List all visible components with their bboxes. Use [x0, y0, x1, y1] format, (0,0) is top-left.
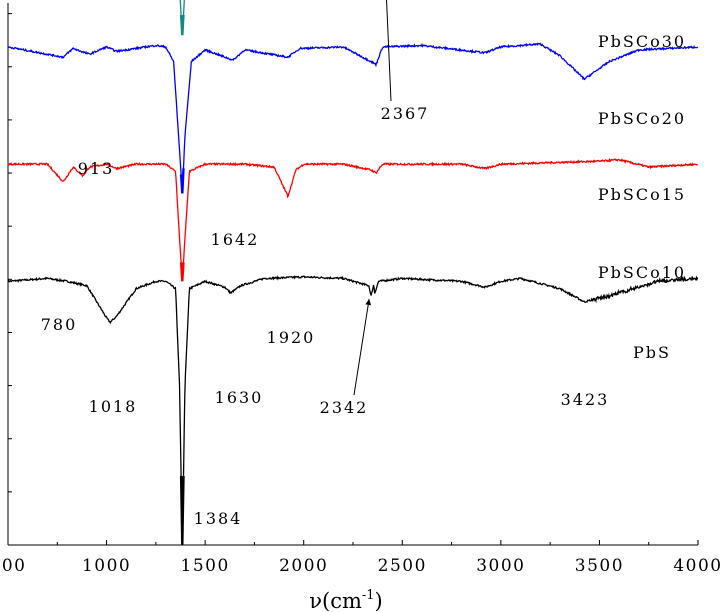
x-tick-label: 2500 — [378, 556, 427, 576]
x-tick-label: 3500 — [575, 556, 624, 576]
series-label-pbsco30: PbSCo30 — [598, 32, 686, 51]
series-layer — [7, 0, 699, 546]
series-label-pbsco15: PbSCo15 — [598, 185, 686, 204]
peak-label-913: 913 — [78, 159, 115, 178]
x-tick-label: 1500 — [181, 556, 230, 576]
x-tick-label: 1000 — [82, 556, 131, 576]
series-line-pbs — [7, 275, 699, 534]
x-axis-label-sup: -1 — [362, 588, 375, 603]
peak-label-780: 780 — [41, 315, 78, 334]
peak-label-1384: 1384 — [194, 509, 243, 528]
x-tick-label: 4000 — [673, 556, 722, 576]
peak-label-1920: 1920 — [267, 328, 316, 347]
series-label-pbsco10: PbSCo10 — [598, 263, 686, 282]
series-peak-pbsco20 — [179, 15, 185, 36]
x-axis-label-main: ν(cm — [309, 589, 362, 612]
peak-label-2367: 2367 — [381, 104, 430, 123]
series-label-pbsco20: PbSCo20 — [598, 109, 686, 128]
peak-label-3423: 3423 — [561, 390, 610, 409]
peak-arrow-2367 — [386, 0, 392, 102]
x-tick-label: 3000 — [476, 556, 525, 576]
x-axis-label: ν(cm-1) — [309, 588, 383, 612]
peak-label-1018: 1018 — [89, 397, 138, 416]
x-axis-label-close: ) — [375, 589, 383, 612]
label-layer: PbS PbSCo10 PbSCo15 PbSCo20 PbSCo30 1018 1630 2… — [41, 0, 686, 528]
x-tick-label: 2000 — [279, 556, 328, 576]
series-label-pbs: PbS — [633, 343, 671, 362]
peak-label-2342: 2342 — [320, 398, 369, 417]
x-tick-label: 500 — [0, 556, 26, 576]
peak-label-1630: 1630 — [215, 388, 264, 407]
peak-label-1642: 1642 — [211, 230, 260, 249]
series-line-pbsco15 — [7, 42, 699, 190]
series-peak-pbsco15 — [179, 168, 185, 194]
series-peak-pbs — [179, 475, 185, 546]
series-line-pbsco20 — [179, 0, 185, 33]
plot-lines — [7, 3, 698, 546]
series-peak-pbsco10 — [179, 262, 185, 282]
tick-layer: 500 1000 1500 2000 2500 3000 3500 4000 — [0, 13, 722, 576]
peak-arrow-2342 — [353, 298, 372, 396]
series-line-pbsco10 — [7, 157, 699, 279]
